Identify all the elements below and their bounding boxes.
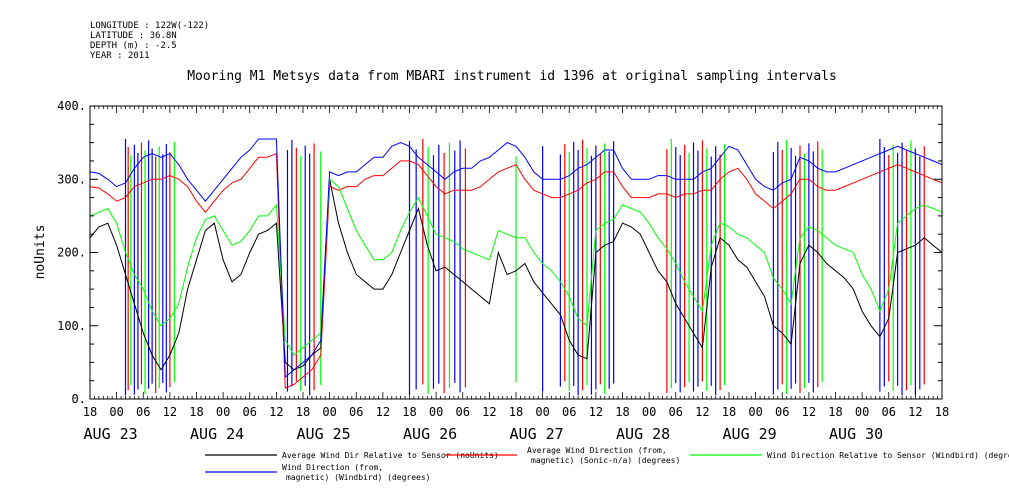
x-hour-label: 06	[669, 405, 683, 419]
legend-label-line2: magnetic) (Windbird) (degrees)	[286, 473, 431, 482]
x-hour-label: 18	[296, 405, 310, 419]
x-hour-label: 12	[802, 405, 816, 419]
x-hour-label: 06	[243, 405, 257, 419]
x-date-label: AUG 29	[723, 425, 777, 443]
x-hour-label: 12	[589, 405, 603, 419]
x-hour-label: 00	[322, 405, 336, 419]
chart-title: Mooring M1 Metsys data from MBARI instru…	[187, 69, 837, 84]
x-hour-label: 12	[269, 405, 283, 419]
x-date-label: AUG 24	[190, 425, 244, 443]
legend-label: Average Wind Direction (from,	[527, 446, 667, 455]
x-hour-label: 12	[376, 405, 390, 419]
legend-label-line2: magnetic) (Sonic-n/a) (degrees)	[531, 456, 680, 465]
depth-label: DEPTH (m) : -2.5	[90, 41, 177, 51]
x-hour-label: 06	[882, 405, 896, 419]
legend-label: Average Wind Dir Relative to Sensor (noU…	[282, 451, 499, 460]
x-hour-label: 18	[83, 405, 97, 419]
x-hour-label: 00	[748, 405, 762, 419]
plot-area	[89, 138, 943, 396]
x-hour-label: 18	[615, 405, 629, 419]
x-date-label: AUG 23	[84, 425, 138, 443]
x-hour-label: 18	[402, 405, 416, 419]
x-date-label: AUG 30	[829, 425, 883, 443]
x-hour-label: 18	[828, 405, 842, 419]
x-hour-label: 12	[163, 405, 177, 419]
x-hour-label: 18	[509, 405, 523, 419]
x-hour-label: 06	[775, 405, 789, 419]
x-hour-label: 00	[109, 405, 123, 419]
axes: 0. 100. 200. 300. 400. 18 00 06 12 18 00 06 12 18 00 06…	[57, 99, 949, 443]
x-hour-label: 06	[562, 405, 576, 419]
y-tick-label: 0.	[72, 392, 86, 406]
series-line-1	[89, 179, 943, 371]
x-date-label: AUG 25	[297, 425, 351, 443]
y-tick-label: 200.	[57, 246, 86, 260]
series-line-3	[89, 178, 943, 356]
legend-label: Wind Direction Relative to Sensor (Windb…	[767, 451, 1009, 460]
x-date-label: AUG 27	[510, 425, 564, 443]
legend-label: Wind Direction (from,	[282, 463, 383, 472]
y-tick-label: 300.	[57, 172, 86, 186]
x-hour-label: 12	[482, 405, 496, 419]
x-hour-label: 06	[349, 405, 363, 419]
x-hour-label: 00	[216, 405, 230, 419]
legend: Average Wind Dir Relative to Sensor (noU…	[205, 446, 1009, 482]
x-hour-label: 06	[456, 405, 470, 419]
year-label: YEAR : 2011	[90, 51, 150, 61]
x-hour-label: 00	[855, 405, 869, 419]
x-hour-label: 18	[935, 405, 949, 419]
y-tick-label: 100.	[57, 319, 86, 333]
series-line-2	[89, 152, 943, 389]
x-hour-label: 18	[722, 405, 736, 419]
longitude-label: LONGITUDE : 122W(-122)	[90, 21, 210, 31]
x-hour-label: 12	[695, 405, 709, 419]
x-hour-label: 18	[189, 405, 203, 419]
x-hour-label: 00	[429, 405, 443, 419]
latitude-label: LATITUDE : 36.8N	[90, 31, 177, 41]
x-hour-label: 00	[642, 405, 656, 419]
x-date-label: AUG 26	[403, 425, 457, 443]
x-hour-label: 12	[908, 405, 922, 419]
x-date-label: AUG 28	[616, 425, 670, 443]
series-line-4	[89, 138, 943, 379]
y-tick-label: 400.	[57, 99, 86, 113]
y-axis-label: noUnits	[33, 225, 48, 280]
x-hour-label: 00	[535, 405, 549, 419]
x-hour-label: 06	[136, 405, 150, 419]
